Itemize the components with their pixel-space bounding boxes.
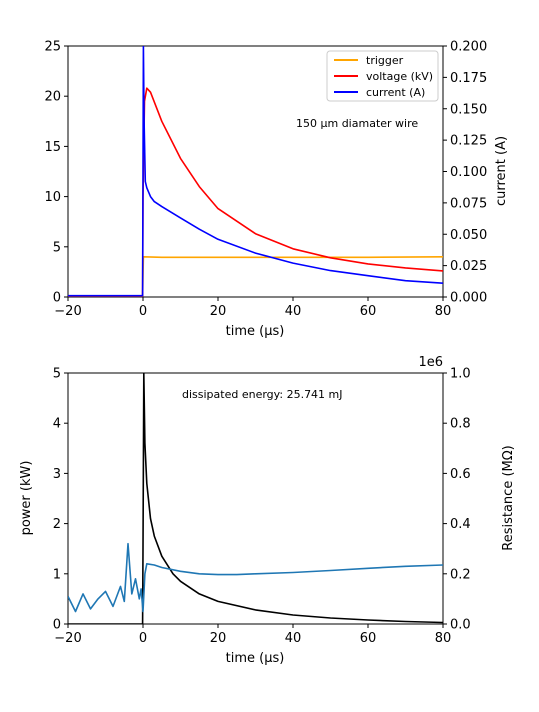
legend-label-current: current (A) [366, 86, 425, 99]
x-tick-label: 60 [360, 631, 377, 646]
top-y2-axis-label: current (A) [494, 136, 509, 206]
y2-tick-label: 0.125 [450, 134, 487, 149]
y-tick-label: 10 [44, 190, 61, 205]
y2-tick-label: 0.175 [450, 71, 487, 86]
legend-label-trigger: trigger [366, 54, 404, 67]
x-tick-label: 60 [360, 304, 377, 319]
bottom-x-axis-label: time (μs) [226, 651, 285, 666]
x-tick-label: 0 [139, 304, 147, 319]
top-y-ticks: 0 5 10 15 20 25 [44, 40, 68, 306]
x-tick-label: 80 [435, 631, 452, 646]
y2-tick-label: 0.100 [450, 165, 487, 180]
y-tick-label: 0 [53, 291, 61, 306]
top-y2-ticks: 0.000 0.025 0.050 0.075 0.100 0.125 0.150 0.175… [443, 40, 487, 306]
top-series [68, 46, 443, 297]
x-tick-label: 40 [285, 304, 302, 319]
y2-tick-label: 0.150 [450, 102, 487, 117]
legend-label-voltage: voltage (kV) [366, 70, 433, 83]
bottom-x-ticks: −20 0 20 40 60 80 [54, 624, 451, 646]
top-x-axis-label: time (μs) [226, 324, 285, 339]
bottom-plot-area [67, 372, 444, 625]
series-line-0 [68, 373, 443, 624]
y-tick-label: 3 [53, 467, 61, 482]
y2-tick-label: 0.075 [450, 196, 487, 211]
legend-frame [326, 50, 439, 102]
x-tick-label: −20 [54, 304, 81, 319]
y2-tick-label: 0.025 [450, 259, 487, 274]
x-tick-label: 20 [210, 304, 227, 319]
y2-tick-label: 0.6 [450, 467, 471, 482]
x-tick-label: 40 [285, 631, 302, 646]
bottom-series [68, 373, 443, 624]
y-tick-label: 15 [44, 140, 61, 155]
y-tick-label: 4 [53, 417, 61, 432]
y2-tick-label: 1.0 [450, 367, 471, 382]
y-tick-label: 2 [53, 517, 61, 532]
bottom-y2-axis-label: Resistance (MΩ) [501, 445, 516, 550]
y2-tick-label: 0.8 [450, 417, 471, 432]
top-legend: trigger voltage (kV) current (A) [326, 50, 439, 102]
bottom-y-ticks: 0 1 2 3 4 5 [53, 367, 68, 633]
y-tick-label: 20 [44, 90, 61, 105]
top-x-ticks: −20 0 20 40 60 80 [54, 297, 451, 319]
top-annotation: 150 μm diamater wire [296, 117, 418, 130]
bottom-y2-offset-label: 1e6 [418, 355, 443, 370]
y2-tick-label: 0.000 [450, 291, 487, 306]
x-tick-label: 0 [139, 631, 147, 646]
x-tick-label: 20 [210, 631, 227, 646]
y2-tick-label: 0.200 [450, 40, 487, 55]
bottom-y2-ticks: 0.0 0.2 0.4 0.6 0.8 1.0 [443, 367, 471, 633]
x-tick-label: −20 [54, 631, 81, 646]
y2-tick-label: 0.0 [450, 618, 471, 633]
bottom-annotation: dissipated energy: 25.741 mJ [182, 388, 343, 401]
y2-tick-label: 0.050 [450, 228, 487, 243]
y2-tick-label: 0.2 [450, 567, 471, 582]
x-tick-label: 80 [435, 304, 452, 319]
y2-tick-label: 0.4 [450, 517, 471, 532]
series-line-1 [68, 542, 443, 613]
series-line-2 [68, 46, 443, 297]
y-tick-label: 0 [53, 618, 61, 633]
y-tick-label: 5 [53, 240, 61, 255]
y-tick-label: 1 [53, 567, 61, 582]
y-tick-label: 25 [44, 40, 61, 55]
bottom-y-axis-label: power (kW) [19, 461, 34, 536]
y-tick-label: 5 [53, 367, 61, 382]
